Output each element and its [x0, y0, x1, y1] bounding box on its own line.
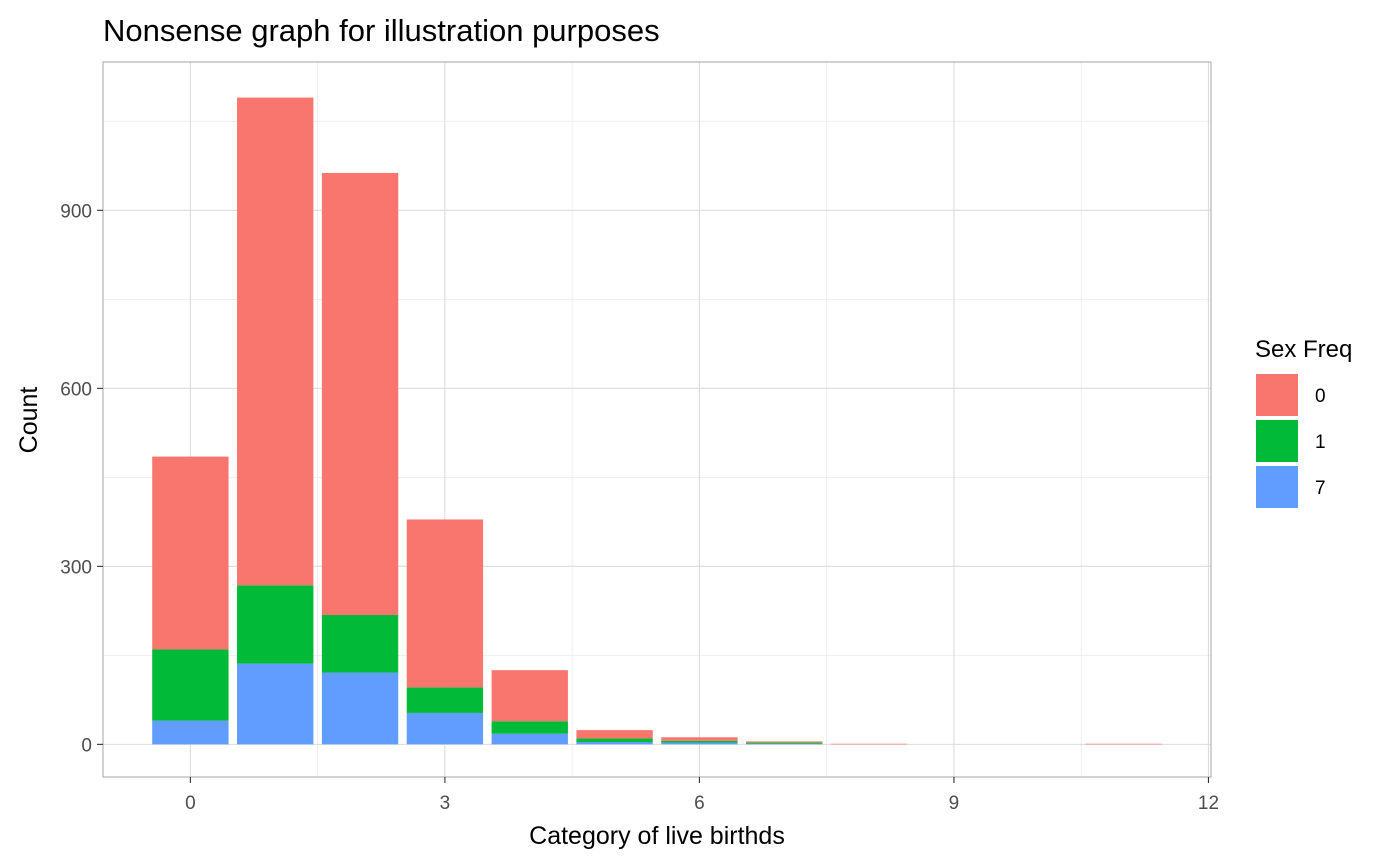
bar-segment — [237, 97, 314, 586]
bar-segment — [152, 649, 229, 721]
x-axis-ticks: 0 3 6 9 12 — [185, 777, 1219, 814]
x-tick-label: 12 — [1198, 793, 1219, 814]
chart-title: Nonsense graph for illustration purposes — [103, 13, 660, 48]
y-tick-label: 600 — [60, 379, 92, 400]
bar-segment — [576, 730, 653, 739]
x-tick-label: 0 — [185, 793, 196, 814]
legend-key — [1256, 420, 1298, 462]
legend-key — [1256, 374, 1298, 416]
bar-segment — [237, 585, 314, 664]
legend-key — [1256, 466, 1298, 508]
bar-segment — [576, 738, 653, 742]
y-tick-label: 300 — [60, 557, 92, 578]
legend-label: 0 — [1315, 386, 1326, 407]
y-axis-title: Count — [15, 387, 43, 454]
x-tick-label: 6 — [694, 793, 705, 814]
legend-label: 7 — [1315, 478, 1326, 499]
bar-segment — [152, 720, 229, 745]
bar-segment — [321, 615, 399, 673]
bar-segment — [661, 737, 738, 741]
bar-segment — [491, 721, 568, 734]
bar-segment — [406, 712, 484, 745]
y-axis-ticks: 0 300 600 900 — [60, 201, 103, 756]
bar-segment — [152, 456, 229, 650]
x-tick-label: 3 — [440, 793, 451, 814]
bar-segment — [576, 741, 653, 745]
bar-segment — [746, 741, 823, 743]
bar-segment — [321, 172, 399, 616]
bar-segment — [491, 670, 568, 722]
plot-panel-border — [102, 61, 1212, 778]
bar-segment — [830, 743, 908, 745]
x-axis-title: Category of live birthds — [529, 822, 785, 850]
bar-segment — [661, 742, 738, 745]
legend-label: 1 — [1315, 432, 1326, 453]
bar-segment — [321, 672, 399, 745]
x-tick-label: 9 — [949, 793, 960, 814]
legend: Sex Freq 0 1 7 — [1255, 336, 1352, 508]
bar-segment — [1085, 743, 1162, 745]
bar-segment — [746, 743, 823, 745]
bar-segment — [237, 663, 314, 745]
legend-title: Sex Freq — [1255, 336, 1352, 363]
bar-segment — [491, 733, 568, 745]
bar-segment — [746, 742, 823, 744]
bar-segment — [406, 687, 484, 713]
y-tick-label: 0 — [81, 735, 92, 756]
bar-segment — [406, 519, 484, 688]
bar-segment — [661, 740, 738, 743]
y-tick-label: 900 — [60, 201, 92, 222]
bars — [152, 97, 1162, 745]
